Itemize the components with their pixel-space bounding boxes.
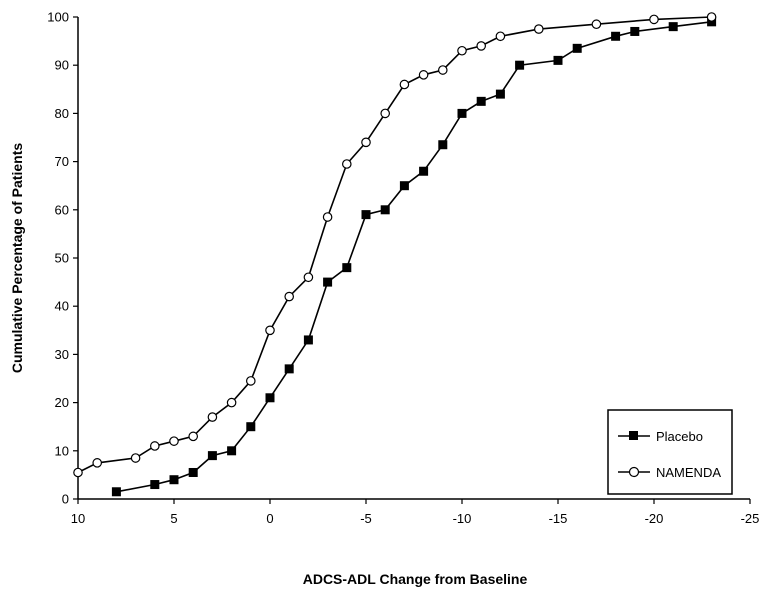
data-point-placebo: [707, 17, 717, 27]
x-tick-label: -10: [453, 511, 472, 526]
data-point-namenda: [591, 19, 602, 30]
data-point-namenda: [361, 137, 371, 148]
data-point-namenda: [73, 467, 83, 478]
series-placebo: [111, 17, 717, 497]
y-tick-label: 70: [55, 154, 69, 169]
data-point-namenda: [706, 12, 717, 22]
x-tick-label: -25: [741, 511, 760, 526]
data-point-placebo: [303, 335, 313, 345]
data-point-namenda: [92, 458, 102, 468]
data-point-placebo: [380, 205, 390, 215]
legend: Placebo NAMENDA: [607, 409, 733, 495]
y-tick-label: 10: [55, 443, 69, 458]
data-point-namenda: [533, 24, 544, 34]
data-point-namenda: [322, 212, 333, 222]
y-ticks: 0 10 20 30 40 50 60 70 80 90 100: [47, 10, 78, 507]
data-point-namenda: [437, 65, 448, 75]
y-tick-label: 90: [55, 58, 69, 73]
x-tick-label: 10: [71, 511, 85, 526]
data-point-placebo: [361, 210, 371, 220]
data-point-namenda: [150, 441, 160, 451]
x-tick-label: -15: [549, 511, 568, 526]
series-namenda: [73, 12, 717, 478]
data-point-placebo: [553, 55, 563, 65]
data-point-placebo: [399, 181, 409, 191]
x-axis-title: ADCS-ADL Change from Baseline: [303, 571, 528, 587]
x-tick-label: 5: [170, 511, 177, 526]
data-point-placebo: [265, 393, 275, 403]
x-tick-label: -5: [360, 511, 372, 526]
data-point-placebo: [438, 140, 448, 150]
data-point-placebo: [457, 108, 467, 118]
y-tick-label: 30: [55, 347, 69, 362]
data-point-namenda: [303, 272, 314, 283]
y-tick-label: 80: [55, 106, 69, 121]
legend-label-placebo: Placebo: [656, 429, 703, 444]
data-point-placebo: [611, 31, 621, 41]
data-point-placebo: [188, 467, 198, 477]
x-tick-label: 0: [266, 511, 273, 526]
data-point-namenda: [649, 14, 659, 25]
data-point-placebo: [476, 96, 486, 106]
data-point-namenda: [207, 412, 218, 422]
data-point-namenda: [476, 41, 486, 51]
data-point-namenda: [495, 31, 506, 42]
data-point-namenda: [399, 79, 410, 90]
y-tick-label: 60: [55, 202, 69, 217]
y-tick-label: 20: [55, 395, 69, 410]
data-point-placebo: [515, 60, 525, 70]
data-point-placebo: [111, 487, 121, 497]
data-point-namenda: [246, 376, 256, 386]
data-point-placebo: [227, 446, 237, 456]
legend-marker-placebo: [629, 431, 638, 440]
data-point-placebo: [495, 89, 505, 99]
data-point-placebo: [572, 43, 582, 53]
legend-box: [607, 409, 733, 495]
data-point-placebo: [246, 422, 256, 432]
data-point-namenda: [380, 108, 390, 119]
series-line-namenda: [77, 16, 712, 474]
data-point-placebo: [150, 480, 160, 490]
data-point-placebo: [668, 22, 678, 32]
data-point-placebo: [419, 166, 429, 176]
data-point-namenda: [265, 325, 275, 336]
series-layer: [73, 12, 717, 497]
y-tick-label: 40: [55, 299, 69, 314]
data-point-placebo: [630, 26, 640, 36]
data-point-placebo: [323, 277, 333, 287]
data-point-placebo: [169, 475, 179, 485]
data-point-namenda: [130, 453, 141, 463]
data-point-placebo: [342, 263, 352, 273]
y-tick-label: 0: [62, 492, 69, 507]
data-point-namenda: [341, 159, 352, 169]
data-point-namenda: [284, 291, 294, 302]
y-tick-label: 50: [55, 251, 69, 266]
y-tick-label: 100: [47, 10, 69, 25]
legend-label-namenda: NAMENDA: [656, 465, 721, 480]
data-point-namenda: [418, 70, 429, 80]
x-tick-label: -20: [645, 511, 664, 526]
data-point-namenda: [169, 436, 179, 446]
data-point-namenda: [457, 45, 467, 56]
x-ticks: 10 5 0 -5 -10 -15 -20 -25: [71, 499, 760, 526]
data-point-namenda: [188, 431, 198, 442]
data-point-placebo: [207, 451, 217, 461]
legend-marker-namenda: [628, 466, 640, 478]
data-point-placebo: [284, 364, 294, 374]
data-point-namenda: [226, 397, 237, 408]
y-axis-title: Cumulative Percentage of Patients: [9, 143, 25, 374]
